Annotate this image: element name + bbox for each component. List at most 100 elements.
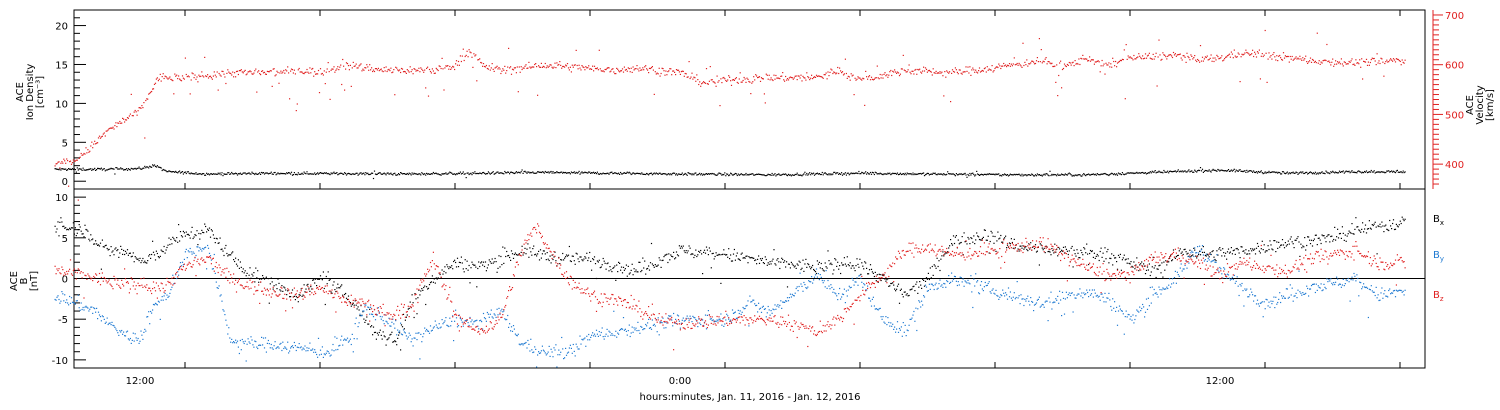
data-point: [402, 329, 405, 331]
data-point: [307, 71, 309, 73]
data-point: [569, 173, 571, 175]
data-point: [1296, 237, 1298, 240]
data-point: [519, 344, 521, 346]
data-point: [205, 246, 207, 248]
data-point: [150, 257, 152, 259]
data-point: [1148, 52, 1150, 54]
data-point: [154, 302, 157, 304]
data-point: [744, 78, 746, 80]
data-point: [495, 66, 497, 68]
data-point: [1177, 54, 1179, 56]
data-point: [1216, 170, 1218, 172]
data-point: [350, 305, 352, 307]
data-point: [1021, 247, 1023, 249]
data-point: [741, 252, 743, 254]
data-point: [718, 172, 720, 174]
data-point: [78, 157, 80, 159]
data-point: [458, 172, 460, 175]
data-point: [93, 307, 95, 309]
data-point: [1327, 172, 1329, 174]
data-point: [502, 311, 504, 313]
data-point: [262, 277, 265, 279]
data-point: [1040, 244, 1042, 246]
data-point: [475, 266, 477, 268]
data-point: [1198, 253, 1200, 256]
data-point: [1335, 239, 1337, 241]
data-point: [1248, 53, 1250, 55]
data-point: [1078, 58, 1080, 60]
data-point: [291, 289, 294, 291]
data-point: [718, 80, 720, 82]
data-point: [1002, 174, 1004, 176]
data-point: [514, 67, 516, 69]
data-point: [482, 328, 484, 330]
data-point: [81, 233, 83, 235]
data-point: [152, 240, 154, 242]
data-point: [736, 252, 738, 254]
data-point: [339, 287, 341, 289]
data-point: [310, 72, 312, 74]
data-point: [231, 74, 233, 76]
data-point: [156, 77, 158, 79]
data-point: [668, 315, 670, 317]
data-point: [1205, 170, 1207, 172]
data-point: [760, 174, 763, 176]
data-point: [252, 172, 254, 174]
data-point: [514, 172, 516, 174]
data-point: [575, 252, 577, 254]
data-point: [413, 337, 415, 339]
data-point: [577, 172, 579, 174]
data-point: [424, 327, 426, 329]
data-point: [444, 67, 446, 69]
data-point: [455, 63, 457, 65]
data-point: [409, 173, 411, 175]
data-point: [654, 173, 656, 175]
data-point: [1174, 170, 1176, 172]
data-point: [1342, 232, 1344, 234]
data-point: [739, 174, 741, 176]
data-point: [131, 115, 133, 117]
data-point: [759, 173, 762, 176]
data-point: [1362, 78, 1364, 80]
data-point: [315, 278, 317, 280]
data-point: [1236, 170, 1238, 172]
data-point: [312, 348, 314, 350]
data-point: [544, 170, 546, 173]
data-point: [175, 240, 177, 242]
data-point: [980, 173, 983, 175]
data-point: [109, 322, 111, 324]
data-point: [1208, 256, 1210, 258]
data-point: [1382, 171, 1384, 173]
data-point: [830, 262, 832, 264]
data-point: [346, 63, 349, 65]
data-point: [496, 65, 498, 67]
data-point: [182, 173, 184, 175]
data-point: [459, 317, 461, 320]
data-point: [563, 259, 565, 261]
data-point: [59, 221, 61, 223]
data-point: [651, 66, 653, 68]
data-point: [656, 265, 658, 267]
data-point: [443, 321, 445, 323]
data-point: [1306, 244, 1308, 247]
data-point: [1202, 60, 1204, 62]
data-point: [638, 173, 640, 175]
data-point: [1289, 173, 1291, 175]
data-point: [367, 323, 369, 325]
data-point: [446, 324, 448, 326]
data-point: [1256, 51, 1259, 53]
data-point: [1258, 250, 1260, 252]
data-point: [356, 308, 358, 310]
data-point: [479, 58, 481, 60]
data-point: [1348, 60, 1350, 63]
data-point: [786, 261, 788, 263]
data-point: [252, 344, 254, 346]
data-point: [380, 68, 382, 70]
data-point: [137, 258, 139, 260]
data-point: [1192, 58, 1194, 60]
data-point: [1033, 175, 1036, 177]
data-point: [433, 278, 435, 280]
data-point: [796, 172, 798, 174]
data-point: [1392, 60, 1394, 62]
data-point: [800, 268, 802, 271]
